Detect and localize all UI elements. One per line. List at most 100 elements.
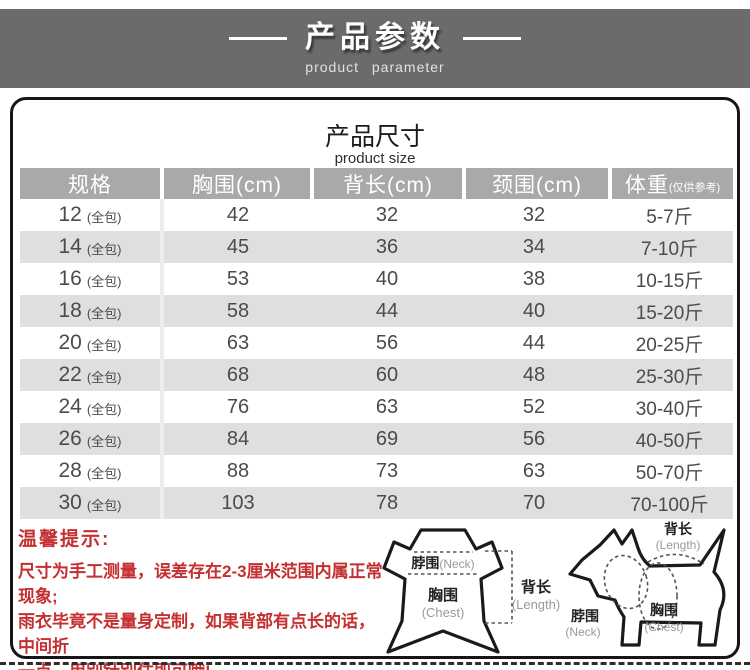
garment-outline bbox=[382, 528, 504, 654]
garment-length-label: 背长 bbox=[521, 578, 552, 596]
table-row: 22 (全包) 68 60 48 25-30斤 bbox=[20, 359, 733, 391]
chest-cell: 84 bbox=[226, 427, 250, 450]
table-row: 28 (全包) 88 73 63 50-70斤 bbox=[20, 455, 733, 487]
weight-cell: 70-100斤 bbox=[630, 494, 709, 516]
weight-cell: 25-30斤 bbox=[635, 366, 704, 388]
header-chest: 胸围(cm) bbox=[164, 168, 310, 199]
garment-measure-diagram: 脖围(Neck) 胸围 (Chest) 背长 (Length) bbox=[382, 528, 560, 654]
neck-cell: 48 bbox=[522, 363, 546, 386]
table-row: 14 (全包) 45 36 34 7-10斤 bbox=[20, 231, 733, 263]
dog-chest-label-en: (Chest) bbox=[644, 620, 683, 634]
size-table: 规格 胸围(cm) 背长(cm) 颈围(cm) 体重 (仅供参考) 12 (全包) … bbox=[20, 168, 733, 519]
header-back-length: 背长(cm) bbox=[314, 168, 462, 199]
table-row: 16 (全包) 53 40 38 10-15斤 bbox=[20, 263, 733, 295]
spec-cell: 12 (全包) bbox=[20, 199, 164, 231]
back-cell: 44 bbox=[375, 299, 399, 322]
spec-cell: 18 (全包) bbox=[20, 295, 164, 327]
header-weight: 体重 (仅供参考) bbox=[612, 168, 733, 199]
dog-neck-label-en: (Neck) bbox=[565, 625, 600, 639]
back-cell: 73 bbox=[375, 459, 399, 482]
header-weight-label: 体重 bbox=[624, 173, 669, 197]
garment-length-label-en: (Length) bbox=[512, 597, 560, 612]
weight-cell: 20-25斤 bbox=[635, 334, 704, 356]
weight-cell: 10-15斤 bbox=[635, 270, 704, 292]
dog-neck-label: 脖围 bbox=[571, 608, 599, 624]
dog-chest-dashed-ellipse bbox=[638, 562, 678, 630]
back-cell: 60 bbox=[375, 363, 399, 386]
table-row: 30 (全包) 103 78 70 70-100斤 bbox=[20, 487, 733, 519]
neck-cell: 70 bbox=[522, 491, 546, 514]
dog-back-dashed-arc bbox=[647, 553, 705, 565]
weight-cell: 7-10斤 bbox=[640, 238, 699, 260]
spec-cell: 28 (全包) bbox=[20, 455, 164, 487]
tips-title: 温馨提示: bbox=[18, 529, 111, 550]
dog-length-label: 背长 bbox=[664, 521, 693, 537]
dog-length-label-en: (Length) bbox=[656, 538, 701, 552]
tips-line: 一点，用别针别住即可哦! bbox=[18, 659, 390, 670]
dog-measure-diagram: 背长 (Length) 脖围 (Neck) 胸围 (Chest) bbox=[565, 521, 726, 647]
tips-line: 雨衣毕竟不是量身定制，如果背部有点长的话，中间折 bbox=[18, 612, 375, 656]
back-cell: 69 bbox=[375, 427, 399, 450]
back-cell: 63 bbox=[375, 395, 399, 418]
chest-cell: 58 bbox=[226, 299, 250, 322]
table-row: 12 (全包) 42 32 32 5-7斤 bbox=[20, 199, 733, 231]
tips-block: 温馨提示: 尺寸为手工测量，误差存在2-3厘米范围内属正常现象; 雨衣毕竟不是量… bbox=[18, 524, 390, 670]
neck-cell: 63 bbox=[522, 459, 546, 482]
neck-cell: 52 bbox=[522, 395, 546, 418]
chest-cell: 53 bbox=[226, 267, 250, 290]
spec-cell: 16 (全包) bbox=[20, 263, 164, 295]
neck-cell: 56 bbox=[522, 427, 546, 450]
chest-cell: 42 bbox=[226, 203, 250, 226]
table-row: 26 (全包) 84 69 56 40-50斤 bbox=[20, 423, 733, 455]
weight-cell: 30-40斤 bbox=[635, 398, 704, 420]
dog-outline bbox=[568, 528, 726, 647]
banner-title: 产品参数 bbox=[305, 21, 445, 54]
table-row: 20 (全包) 63 56 44 20-25斤 bbox=[20, 327, 733, 359]
banner-left-line bbox=[229, 36, 287, 40]
size-chart-subtitle: product size bbox=[334, 150, 416, 167]
bottom-dashed-divider bbox=[0, 662, 750, 665]
neck-cell: 32 bbox=[522, 203, 546, 226]
banner-right-line bbox=[463, 36, 521, 40]
weight-cell: 40-50斤 bbox=[635, 430, 704, 452]
spec-cell: 24 (全包) bbox=[20, 391, 164, 423]
chest-cell: 103 bbox=[221, 491, 255, 514]
chest-cell: 88 bbox=[226, 459, 250, 482]
garment-neck-label: 脖围(Neck) bbox=[411, 555, 474, 571]
back-cell: 56 bbox=[375, 331, 399, 354]
neck-cell: 34 bbox=[522, 235, 546, 258]
neck-cell: 38 bbox=[522, 267, 546, 290]
table-row: 24 (全包) 76 63 52 30-40斤 bbox=[20, 391, 733, 423]
table-header-row: 规格 胸围(cm) 背长(cm) 颈围(cm) 体重 (仅供参考) bbox=[20, 168, 733, 199]
garment-chest-label-en: (Chest) bbox=[422, 605, 465, 620]
table-row: 18 (全包) 58 44 40 15-20斤 bbox=[20, 295, 733, 327]
spec-cell: 14 (全包) bbox=[20, 231, 164, 263]
back-length-bracket bbox=[485, 550, 513, 624]
spec-cell: 30 (全包) bbox=[20, 487, 164, 519]
header-neck: 颈围(cm) bbox=[466, 168, 608, 199]
chest-cell: 76 bbox=[226, 395, 250, 418]
spec-cell: 26 (全包) bbox=[20, 423, 164, 455]
banner: 产品参数 product parameter bbox=[0, 9, 750, 88]
size-chart-title: 产品尺寸 bbox=[324, 123, 425, 151]
header-weight-note: (仅供参考) bbox=[668, 182, 721, 194]
header-spec: 规格 bbox=[20, 168, 160, 199]
spec-cell: 20 (全包) bbox=[20, 327, 164, 359]
tips-line: 尺寸为手工测量，误差存在2-3厘米范围内属正常现象; bbox=[18, 562, 383, 606]
chest-cell: 63 bbox=[226, 331, 250, 354]
weight-cell: 50-70斤 bbox=[635, 462, 704, 484]
banner-subtitle: product parameter bbox=[305, 59, 445, 75]
back-cell: 78 bbox=[375, 491, 399, 514]
dog-chest-label: 胸围 bbox=[650, 602, 678, 618]
chest-cell: 45 bbox=[226, 235, 250, 258]
neck-cell: 44 bbox=[522, 331, 546, 354]
back-cell: 32 bbox=[375, 203, 399, 226]
dog-neck-dashed-ellipse bbox=[603, 554, 649, 610]
garment-chest-label: 胸围 bbox=[428, 586, 458, 604]
spec-cell: 22 (全包) bbox=[20, 359, 164, 391]
back-cell: 36 bbox=[375, 235, 399, 258]
weight-cell: 15-20斤 bbox=[635, 302, 704, 324]
chest-cell: 68 bbox=[226, 363, 250, 386]
banner-title-row: 产品参数 bbox=[0, 9, 750, 54]
